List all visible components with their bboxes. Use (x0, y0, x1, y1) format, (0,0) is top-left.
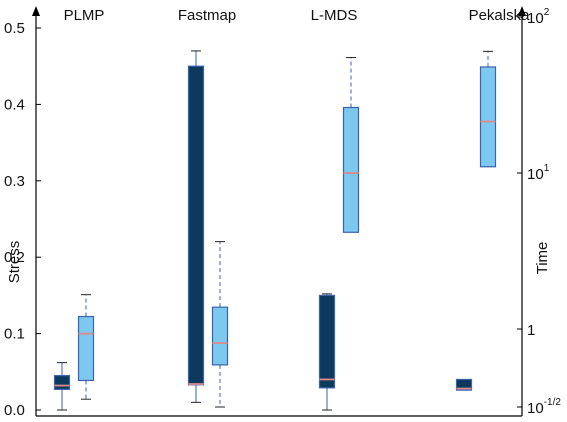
right-tick-label: 102 (527, 7, 550, 27)
box-group (187, 50, 205, 403)
box-group (342, 57, 360, 233)
right-tick-label: 1 (527, 322, 535, 339)
right-tick-exponent: 1 (544, 163, 550, 174)
box-iqr (342, 106, 360, 233)
right-tick-label: 101 (527, 163, 550, 183)
plot-frame (32, 6, 526, 417)
left-axis-title: Stress (6, 241, 23, 284)
category-label: PLMP (64, 7, 105, 24)
category-labels: PLMP Fastmap L-MDS Pekalska (64, 7, 531, 24)
box-group (479, 50, 497, 168)
box-series (53, 50, 497, 411)
box-iqr (53, 375, 71, 390)
left-tick-label: 0.3 (4, 173, 25, 190)
right-tick-exponent: -1/2 (544, 397, 562, 408)
left-tick-label: 0.5 (4, 20, 25, 37)
category-label: L-MDS (311, 7, 358, 24)
box-iqr (211, 306, 229, 366)
right-tick-exponent: 2 (544, 7, 550, 18)
box-group (53, 362, 71, 411)
right-axis-title: Time (534, 242, 551, 275)
left-tick-label: 0.0 (4, 402, 25, 419)
box-iqr (455, 378, 473, 391)
box-group (455, 378, 473, 391)
category-label: Fastmap (178, 7, 236, 24)
box-group (77, 294, 95, 400)
box-iqr (187, 65, 205, 386)
box-iqr (77, 315, 95, 382)
left-tick-label: 0.4 (4, 96, 25, 113)
left-tick-label: 0.1 (4, 326, 25, 343)
left-axis-ticks: 0.0 0.1 0.2 0.3 0.4 0.5 (4, 20, 41, 419)
left-tick-label: 0.2 (4, 249, 25, 266)
box-group (318, 293, 336, 411)
box-group (211, 241, 229, 408)
right-tick-label: 10-1/2 (527, 397, 561, 417)
box-iqr (318, 294, 336, 389)
left-axis-arrow (32, 6, 40, 16)
right-axis-arrow (518, 6, 526, 16)
box-iqr (479, 66, 497, 168)
category-label: Pekalska (469, 7, 531, 24)
